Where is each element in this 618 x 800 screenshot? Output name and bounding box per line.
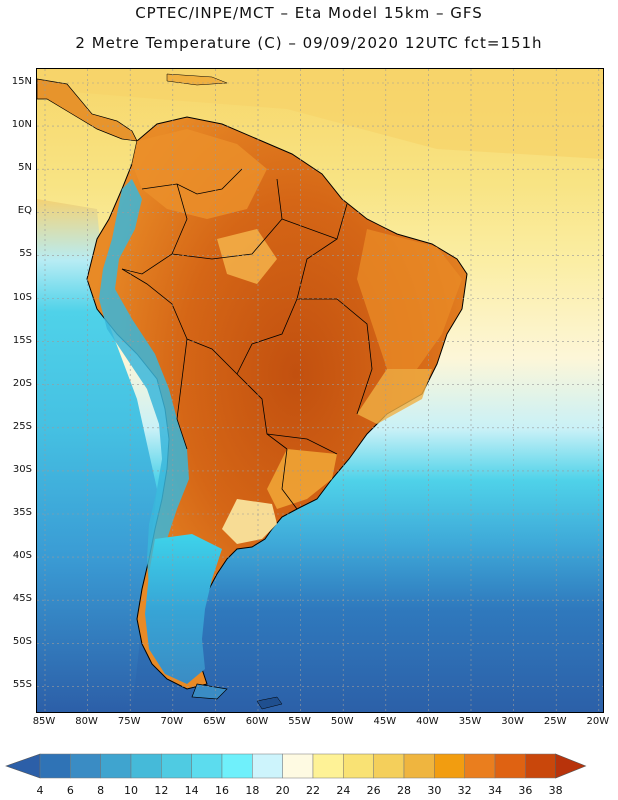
legend-tick-label: 10 (124, 784, 138, 797)
legend-bin (373, 753, 405, 779)
southeast-mild-zone (357, 369, 432, 424)
legend-bin (130, 753, 162, 779)
legend-tick-label: 14 (185, 784, 199, 797)
lat-label-15n: 15N (11, 76, 32, 87)
lat-label-20s: 20S (12, 377, 32, 389)
legend-tick-label: 16 (215, 784, 229, 797)
color-legend: 4 6 8 10 12 14 16 18 20 22 24 26 28 30 32 34 36 38 (5, 753, 587, 797)
legend-bin (221, 753, 253, 779)
lat-label-5n: 5N (18, 162, 32, 174)
legend-tick-label: 4 (37, 784, 44, 797)
legend-bin (161, 753, 192, 779)
lat-label-40s: 40S (12, 550, 32, 562)
lon-label-30w: 30W (501, 716, 524, 727)
legend-tick-label: 36 (518, 784, 532, 797)
lat-label-25s: 25S (12, 420, 32, 432)
northern-warm-zone (132, 129, 267, 219)
lat-lon-grid (37, 69, 603, 712)
legend-tick-label: 8 (97, 784, 104, 797)
lon-label-80w: 80W (75, 716, 98, 727)
legend-bin (70, 753, 101, 779)
legend-bin (312, 753, 344, 779)
lat-label-eq: EQ (17, 205, 32, 217)
legend-arrow-high (555, 753, 587, 779)
lon-label-70w: 70W (160, 716, 184, 727)
patagonia-cold (145, 534, 222, 684)
country-borders (121, 168, 373, 510)
legend-tick-label: 34 (488, 784, 502, 797)
chart-title-line2: 2 Metre Temperature (C) – 09/09/2020 12U… (75, 34, 543, 52)
lat-label-10n: 10N (11, 119, 32, 131)
lon-label-60w: 60W (245, 716, 269, 727)
temperature-map (36, 68, 604, 713)
legend-bin (343, 753, 374, 779)
lon-label-25w: 25W (543, 716, 567, 727)
legend-bin (525, 753, 556, 779)
northeast-warm-zone (357, 229, 462, 369)
legend-tick-label: 6 (67, 784, 74, 797)
lon-label-50w: 50W (330, 716, 354, 727)
legend-tick-label: 12 (154, 784, 168, 797)
legend-tick-label: 22 (306, 784, 320, 797)
chart-title-line1: CPTEC/INPE/MCT – Eta Model 15km – GFS (135, 4, 483, 22)
legend-bin (434, 753, 465, 779)
tierra-del-fuego (191, 683, 228, 700)
lon-label-55w: 55W (288, 716, 311, 727)
lat-label-5s: 5S (19, 248, 32, 260)
caribbean-islands (166, 73, 228, 86)
legend-bin (403, 753, 435, 779)
lat-label-15s: 15S (12, 334, 32, 346)
legend-bin (252, 753, 283, 779)
lon-label-35w: 35W (458, 716, 482, 727)
legend-tick-label: 30 (427, 784, 441, 797)
pampas-zone (222, 499, 277, 544)
legend-tick-label: 28 (397, 784, 411, 797)
lat-label-55s: 55S (12, 679, 32, 691)
legend-bin (282, 753, 314, 779)
legend-bin (464, 753, 496, 779)
legend-tick-label: 20 (276, 784, 290, 797)
lat-label-30s: 30S (12, 463, 32, 475)
map-canvas (37, 69, 603, 712)
lat-label-10s: 10S (12, 291, 32, 303)
legend-tick-label: 26 (367, 784, 381, 797)
lon-label-85w: 85W (32, 716, 56, 727)
legend-arrow-low (5, 753, 41, 779)
legend-bin (494, 753, 526, 779)
lat-label-50s: 50S (12, 636, 32, 648)
andes-cold-strip (99, 179, 189, 609)
southern-brazil-zone (267, 449, 337, 509)
legend-bin (191, 753, 223, 779)
lon-label-40w: 40W (416, 716, 439, 727)
lat-label-35s: 35S (12, 507, 32, 518)
pacific-ocean (37, 199, 157, 712)
legend-bin (39, 753, 71, 779)
legend-tick-label: 32 (458, 784, 472, 797)
legend-tick-label: 24 (336, 784, 350, 797)
falkland-islands (256, 696, 283, 710)
lon-label-45w: 45W (373, 716, 397, 727)
legend-tick-label: 38 (549, 784, 563, 797)
caribbean-warm-water (37, 69, 603, 159)
legend-bin (100, 753, 132, 779)
legend-tick-label: 18 (245, 784, 259, 797)
lon-label-20w: 20W (586, 716, 610, 727)
lat-label-45s: 45S (12, 593, 32, 605)
lon-label-65w: 65W (203, 716, 226, 727)
lon-label-75w: 75W (117, 716, 141, 727)
